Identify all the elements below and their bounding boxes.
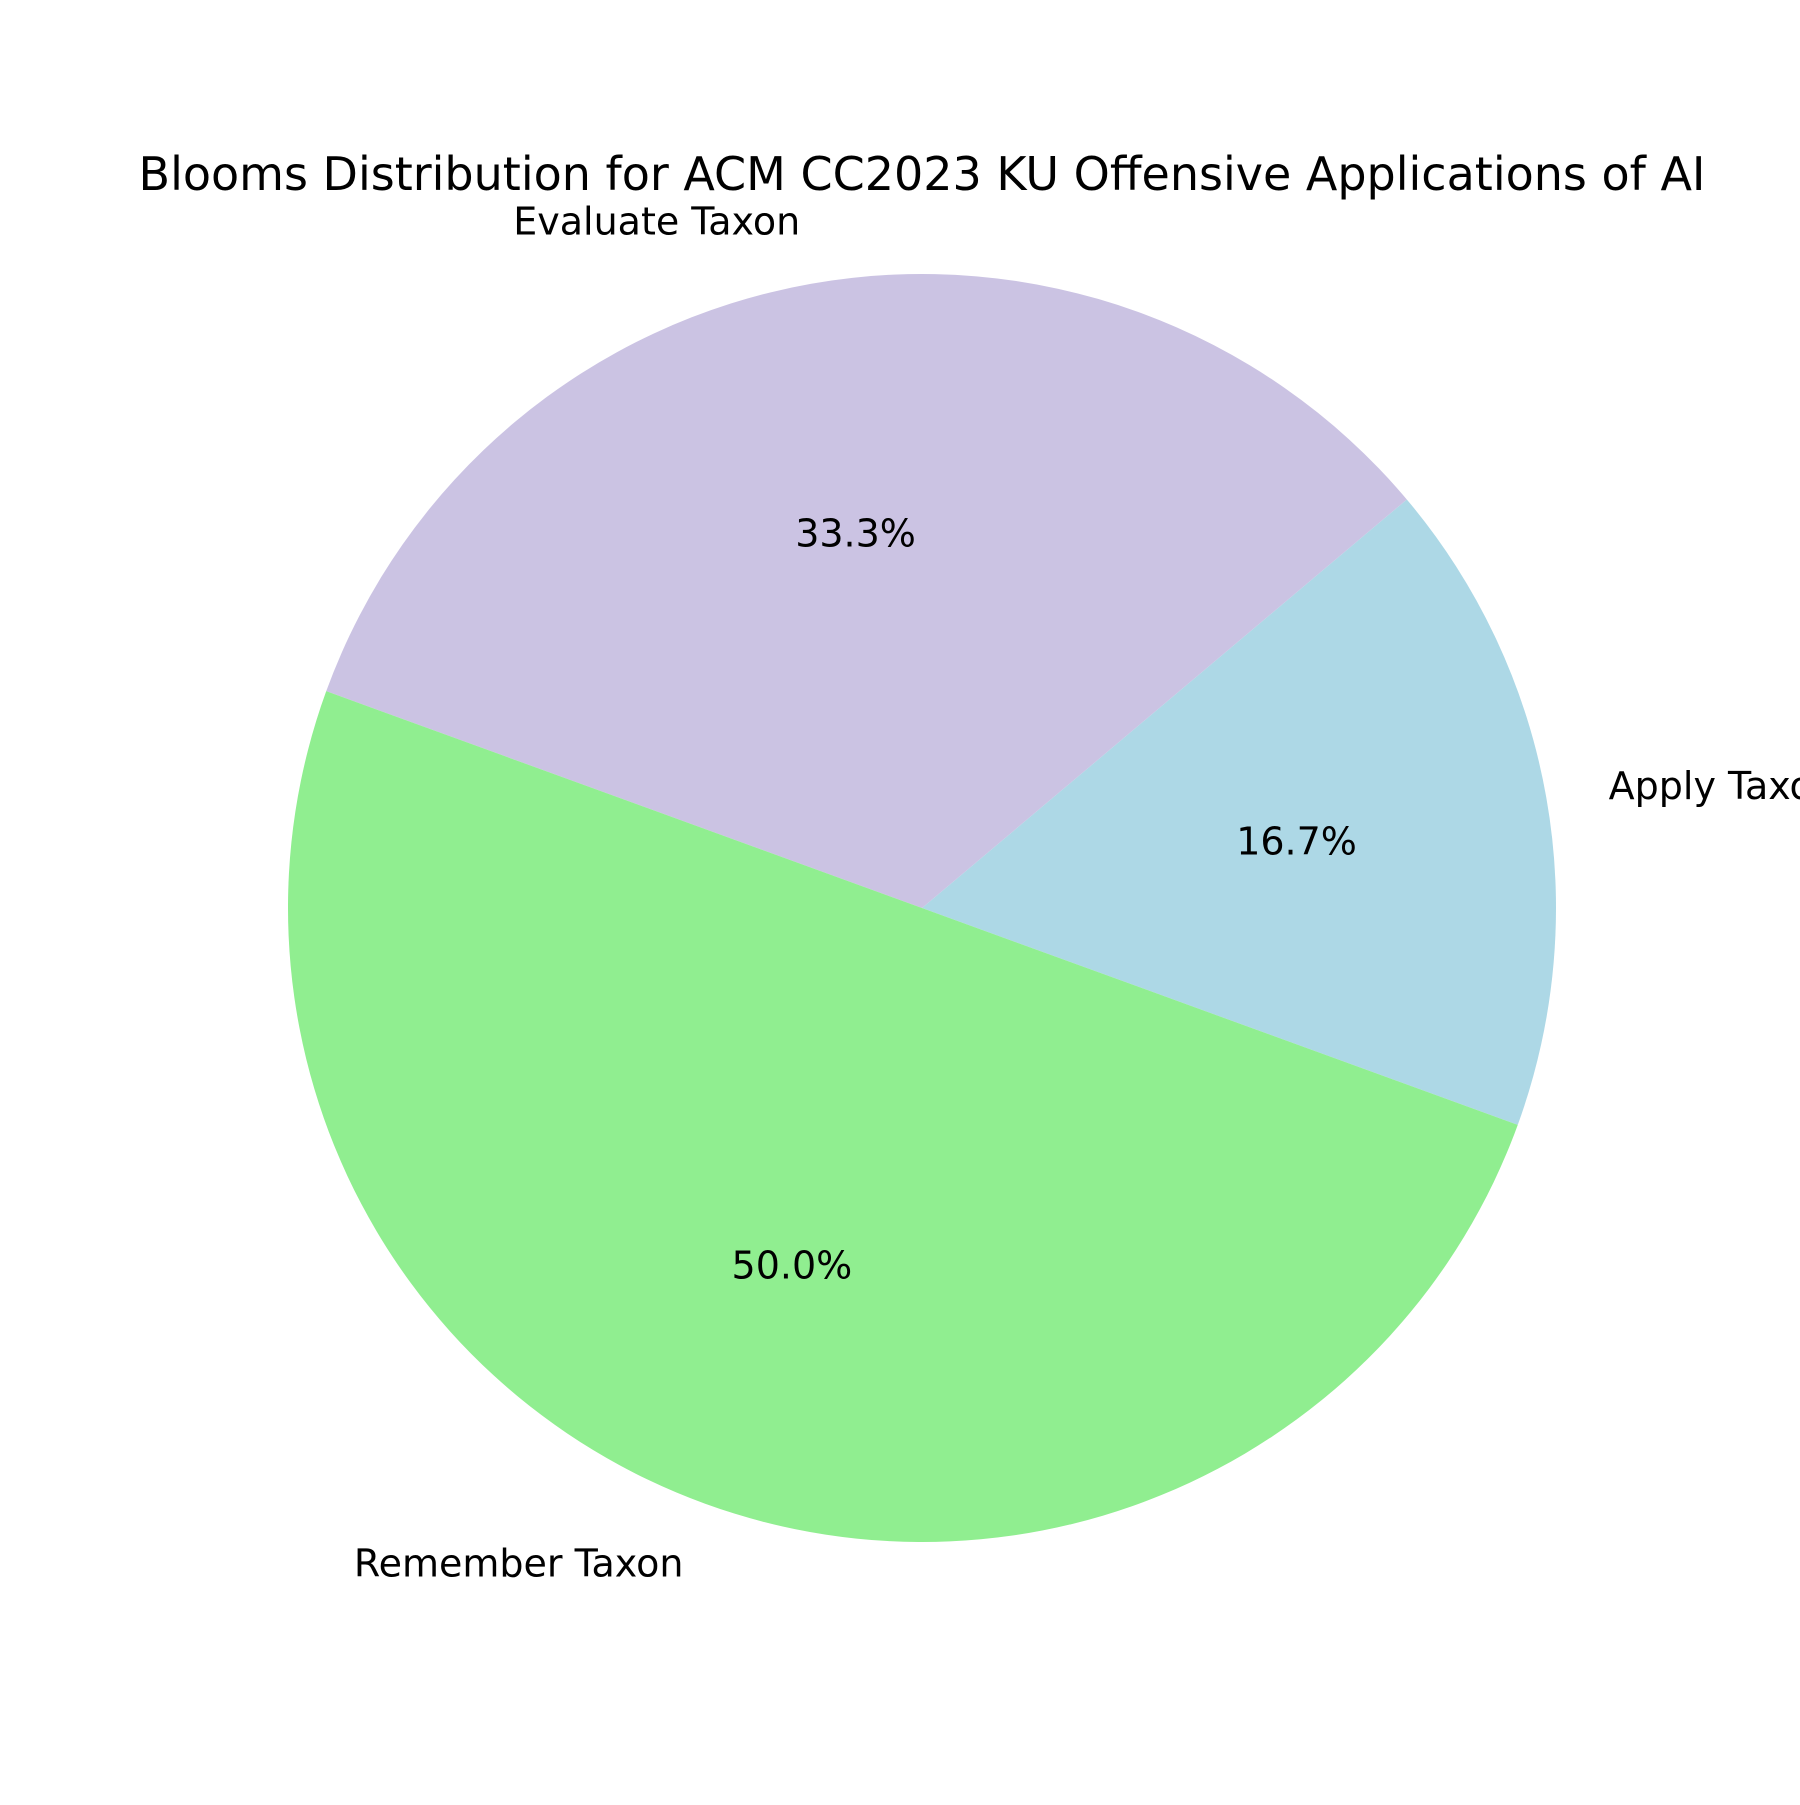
percent-label-apply-taxon: 16.7% — [1236, 820, 1357, 864]
category-label-remember-taxon: Remember Taxon — [354, 1541, 684, 1585]
pie-labels: Apply Taxon 16.7% Evaluate Taxon 33.3% Remem… — [354, 199, 1800, 1585]
pie-slices — [288, 274, 1556, 1542]
pie-slice-evaluate-taxon — [326, 274, 1407, 909]
pie-slice-apply-taxon — [922, 499, 1556, 1125]
percent-label-remember-taxon: 50.0% — [732, 1243, 853, 1287]
chart-title: Blooms Distribution for ACM CC2023 KU Of… — [139, 147, 1706, 201]
pie-slice-remember-taxon — [288, 691, 1518, 1542]
category-label-apply-taxon: Apply Taxon — [1609, 764, 1800, 808]
percent-label-evaluate-taxon: 33.3% — [795, 511, 916, 555]
category-label-evaluate-taxon: Evaluate Taxon — [513, 199, 800, 243]
